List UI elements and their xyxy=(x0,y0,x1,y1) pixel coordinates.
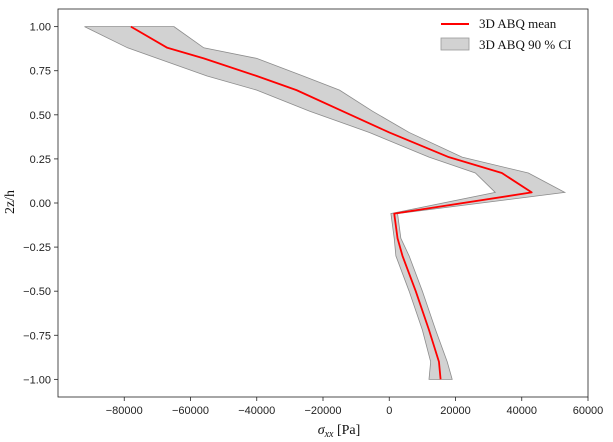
x-ticks-layer: −80000 −60000 −40000 −20000 0 20000 40000 60000 xyxy=(106,397,604,417)
x-tick-label: −60000 xyxy=(172,405,209,417)
ci-band xyxy=(84,26,567,380)
x-tick-label: 0 xyxy=(386,405,392,417)
ci-band-layer xyxy=(84,26,567,380)
y-tick-label: 0.50 xyxy=(30,110,51,122)
legend: 3D ABQ mean 3D ABQ 90 % CI xyxy=(440,16,571,52)
y-tick-label: 0.00 xyxy=(30,198,51,210)
x-tick-label: −40000 xyxy=(238,405,275,417)
x-tick-label: −20000 xyxy=(304,405,341,417)
x-axis-label: σxx [Pa] xyxy=(318,423,361,440)
y-tick-label: 1.00 xyxy=(30,22,51,34)
x-tick-label: 20000 xyxy=(440,405,471,417)
legend-mean-label: 3D ABQ mean xyxy=(479,16,557,31)
legend-ci-label: 3D ABQ 90 % CI xyxy=(479,37,571,52)
y-axis-label: 2z/h xyxy=(3,190,18,214)
y-tick-label: 0.25 xyxy=(30,154,51,166)
axes-frame-layer xyxy=(57,8,589,398)
y-tick-label: −0.75 xyxy=(23,330,51,342)
axes-frame xyxy=(57,8,589,398)
y-tick-label: −0.50 xyxy=(23,286,51,298)
y-tick-label: −1.00 xyxy=(23,374,51,386)
y-tick-label: 0.75 xyxy=(30,66,51,78)
y-tick-label: −0.25 xyxy=(23,242,51,254)
x-tick-label: 60000 xyxy=(573,405,604,417)
x-tick-label: −80000 xyxy=(106,405,143,417)
legend-ci-swatch xyxy=(440,37,470,51)
y-ticks-layer: 1.00 0.75 0.50 0.25 0.00 −0.25 −0.50 −0.75 −1.00 xyxy=(23,22,58,386)
mean-line-layer xyxy=(130,25,533,380)
mean-line xyxy=(130,25,533,380)
x-tick-label: 40000 xyxy=(506,405,537,417)
